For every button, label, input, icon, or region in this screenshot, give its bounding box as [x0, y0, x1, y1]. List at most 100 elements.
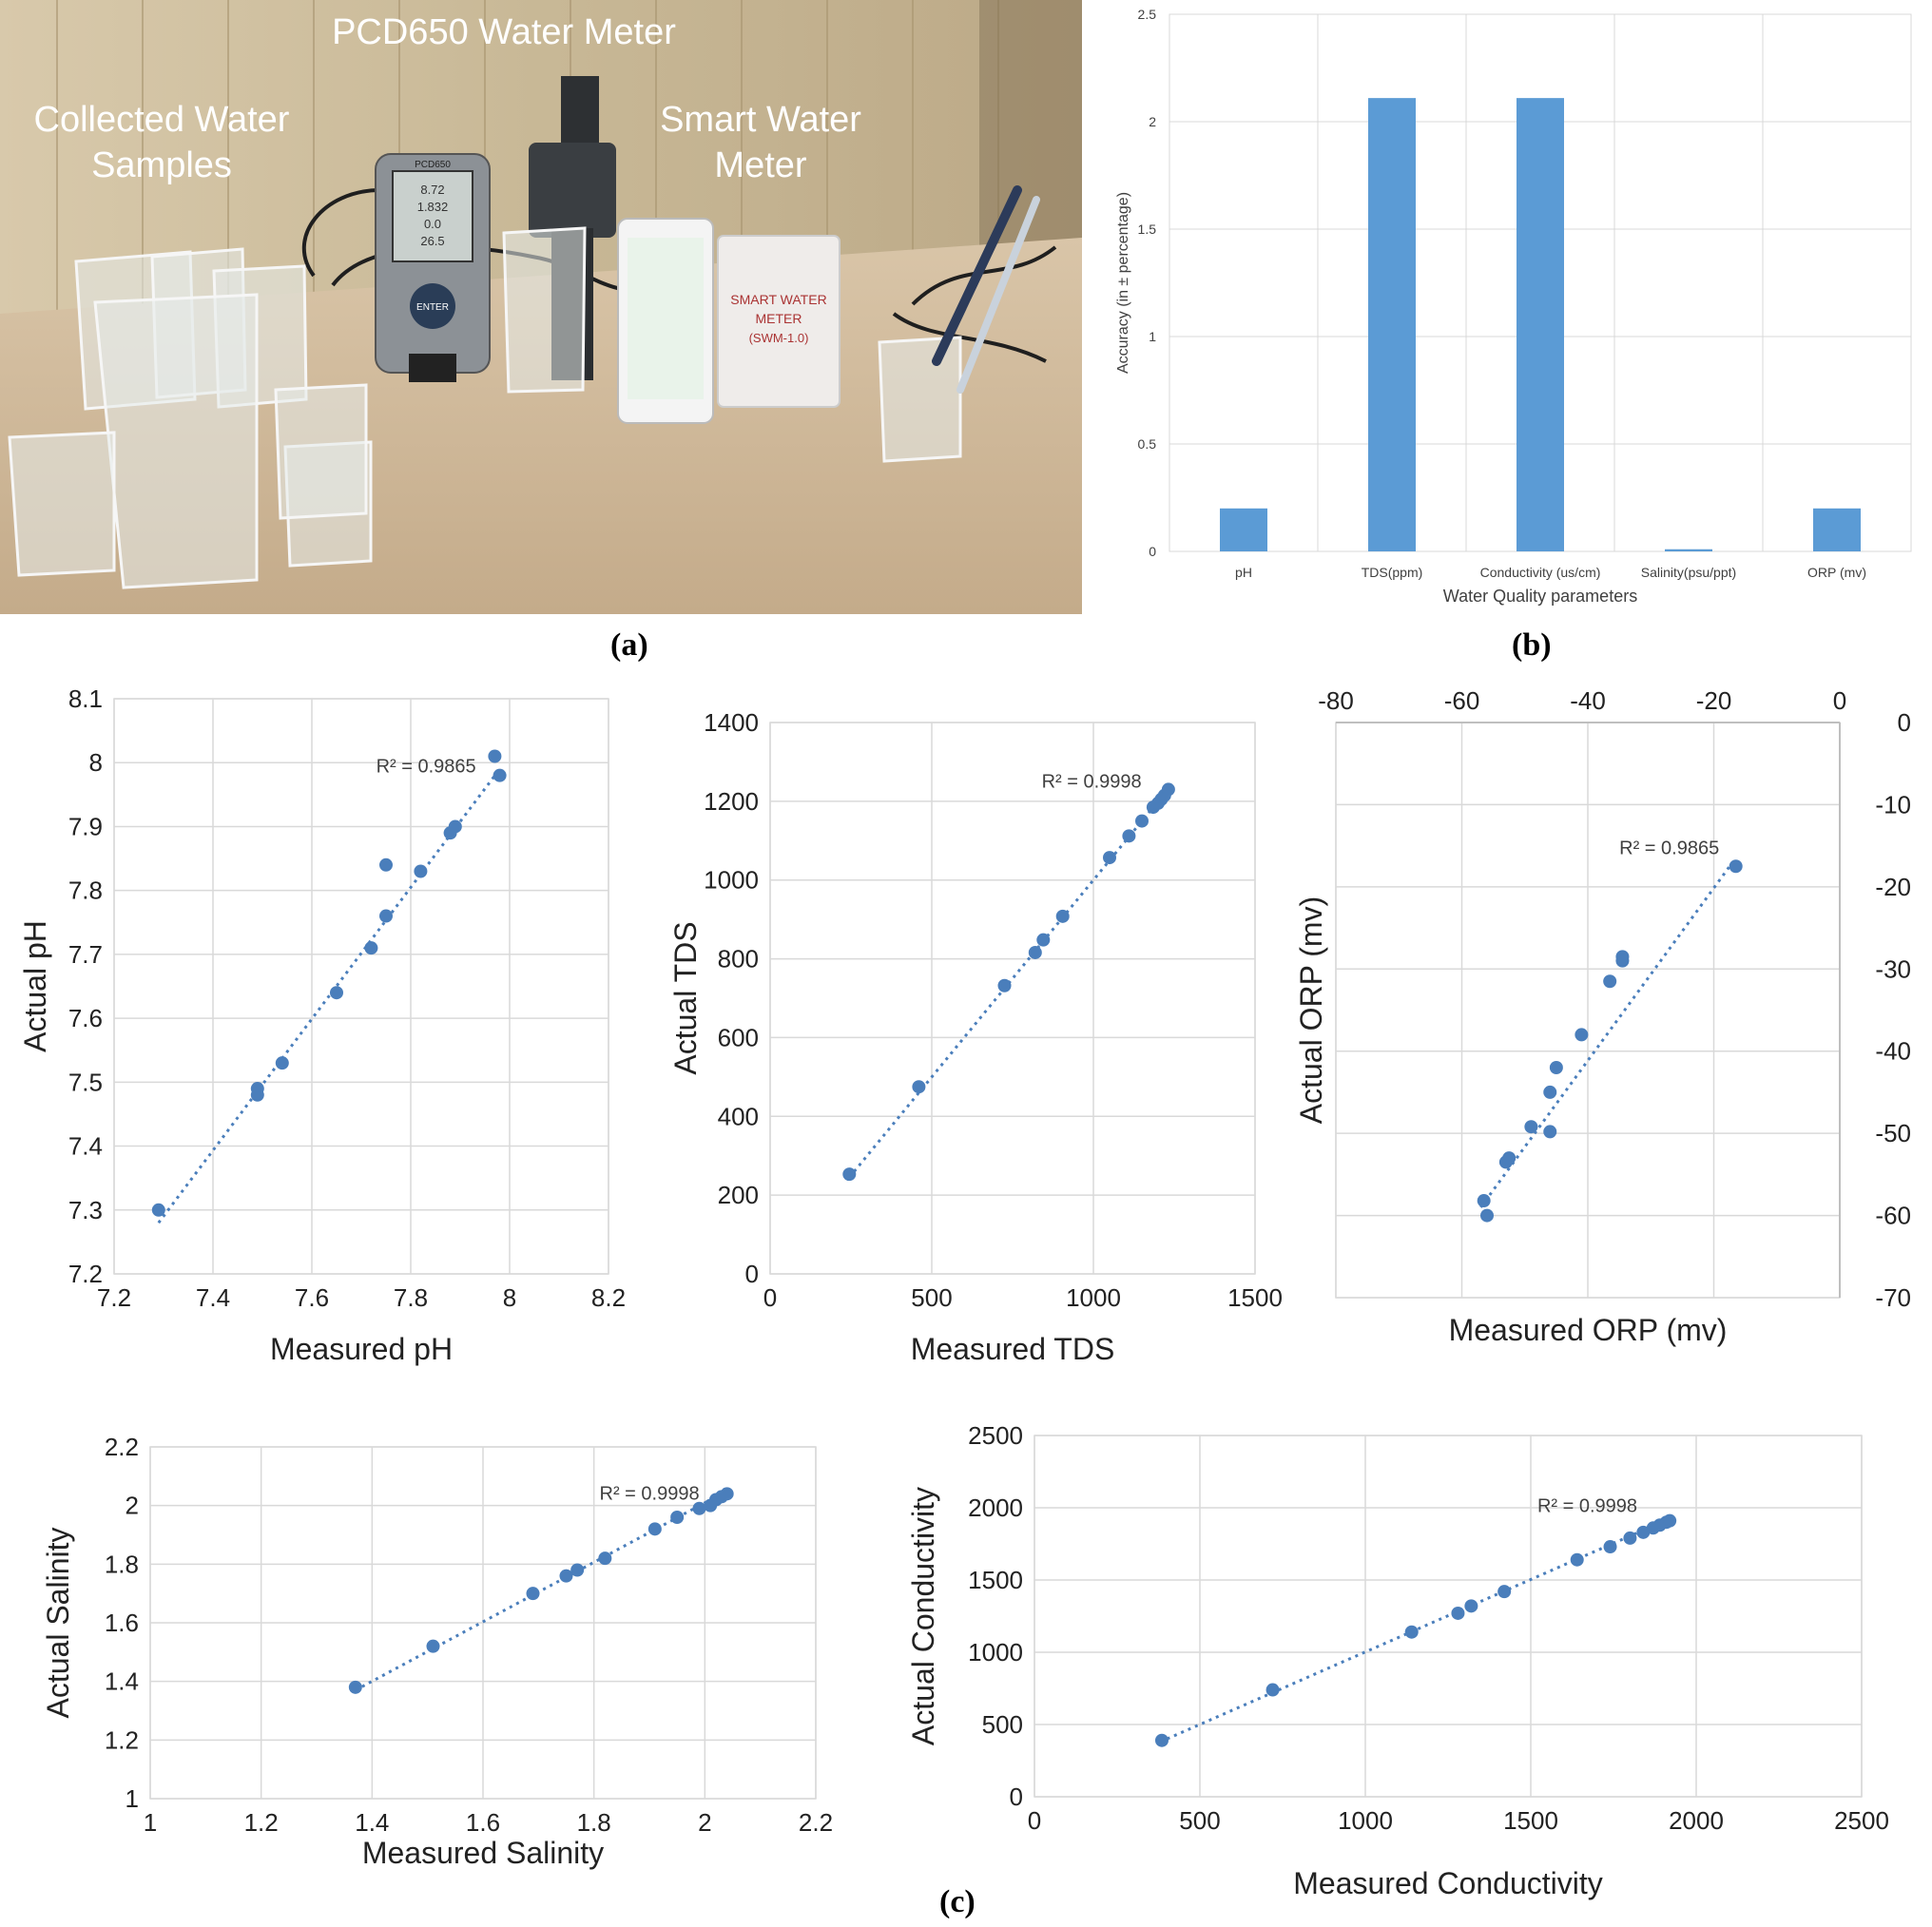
- y-tick-label: 7.8: [68, 877, 103, 905]
- enter-button-text: ENTER: [416, 302, 449, 313]
- bar: [1665, 549, 1712, 551]
- salinity-scatter-chart: 1 1.2 1.4 1.6 1.8 2 2.2 1 1.2 1.4 1.6 1.8 2 2.2 R² = 0…: [41, 1433, 833, 1870]
- y-tick-label: 1400: [704, 708, 759, 737]
- y-tick-label: -30: [1875, 954, 1911, 983]
- r-squared-annotation: R² = 0.9865: [377, 756, 476, 777]
- data-point: [275, 1056, 289, 1070]
- data-point: [692, 1501, 706, 1515]
- data-point: [1603, 1540, 1617, 1554]
- data-point: [1464, 1599, 1478, 1613]
- y-tick-label: 400: [718, 1102, 759, 1130]
- data-point: [1603, 974, 1617, 989]
- smartphone: [617, 218, 714, 424]
- x-tick-label: 0: [763, 1283, 777, 1312]
- r-squared-annotation: R² = 0.9998: [600, 1484, 700, 1505]
- y-tick-label: 0: [1010, 1782, 1023, 1811]
- panel-label-a: (a): [610, 627, 648, 663]
- data-point: [842, 1167, 857, 1182]
- data-point: [379, 858, 393, 872]
- trendline: [157, 768, 501, 1224]
- y-tick-label: 0: [745, 1260, 759, 1288]
- x-tick-label: 1500: [1227, 1283, 1283, 1312]
- y-tick-label: 2500: [968, 1421, 1023, 1450]
- x-axis-label: Water Quality parameters: [1443, 587, 1637, 606]
- y-tick-label: 1.5: [1138, 222, 1157, 237]
- y-tick-label: 600: [718, 1023, 759, 1051]
- data-point: [1122, 829, 1136, 843]
- data-point: [1036, 933, 1051, 947]
- pcd650-meter: PCD650 8.72 1.832 0.0 26.5 ENTER: [375, 153, 491, 382]
- y-tick-label: 1.8: [105, 1550, 139, 1578]
- y-axis-label: Actual Salinity: [41, 1528, 75, 1719]
- label-collected-line1: Collected Water: [34, 100, 290, 140]
- x-tick-label: 8: [503, 1283, 516, 1312]
- data-point: [151, 1203, 165, 1217]
- y-tick-label: 2000: [968, 1493, 1023, 1522]
- data-point: [526, 1587, 540, 1601]
- r-squared-annotation: R² = 0.9865: [1619, 838, 1719, 858]
- x-tick-label: 1.8: [577, 1808, 611, 1837]
- x-axis-label: Measured ORP (mv): [1449, 1313, 1728, 1347]
- data-point: [1570, 1552, 1584, 1567]
- y-tick-label: 1.6: [105, 1609, 139, 1637]
- y-tick-label: 1000: [704, 866, 759, 895]
- y-tick-label: 800: [718, 945, 759, 973]
- panel-label-b: (b): [1512, 627, 1552, 663]
- data-point: [559, 1569, 573, 1583]
- device-reading: 0.0: [424, 217, 441, 231]
- y-tick-label: 2: [126, 1492, 139, 1520]
- y-tick-label: -60: [1875, 1202, 1911, 1230]
- y-tick-label: 0: [1149, 544, 1156, 559]
- panel-label-c: (c): [939, 1884, 976, 1919]
- y-tick-label: 7.2: [68, 1260, 103, 1288]
- y-tick-label: -70: [1875, 1283, 1911, 1312]
- y-tick-label: 2.2: [105, 1433, 139, 1461]
- smart-water-meter-box: SMART WATER METER (SWM-1.0): [717, 235, 840, 408]
- x-tick-label: 500: [1179, 1806, 1220, 1835]
- plot-area: [769, 722, 1256, 1275]
- data-point: [1135, 814, 1149, 828]
- y-axis-label: Accuracy (in ± percentage): [1115, 192, 1131, 374]
- data-point: [1154, 1733, 1169, 1747]
- y-tick-label: -40: [1875, 1037, 1911, 1066]
- x-axis-label: Measured TDS: [911, 1332, 1115, 1366]
- x-axis-label: Measured Conductivity: [1293, 1866, 1602, 1900]
- x-tick-label: -20: [1696, 686, 1732, 715]
- data-point: [912, 1080, 926, 1094]
- y-tick-label: 1200: [704, 787, 759, 816]
- device-reading: 1.832: [417, 200, 449, 214]
- x-tick-label: 0: [1028, 1806, 1041, 1835]
- data-point: [1575, 1028, 1589, 1042]
- x-tick-label: -40: [1570, 686, 1606, 715]
- lab-photo-illustration: PCD650 8.72 1.832 0.0 26.5 ENTER: [0, 0, 1082, 614]
- orp-scatter-chart: -80 -60 -40 -20 0 0 -10 -20 -30 -40 -50 -60 -70 R² = …: [1294, 686, 1911, 1347]
- data-point: [330, 986, 343, 1000]
- x-tick-label: 1500: [1503, 1806, 1558, 1835]
- data-point: [1502, 1151, 1517, 1166]
- x-tick-label: 1000: [1338, 1806, 1393, 1835]
- box-text-line1: SMART WATER: [730, 292, 826, 307]
- data-point: [493, 768, 507, 782]
- data-point: [364, 941, 378, 955]
- y-tick-label: 1.2: [105, 1725, 139, 1754]
- x-tick-label: 500: [911, 1283, 952, 1312]
- x-tick-label: 7.4: [196, 1283, 230, 1312]
- data-point: [1161, 782, 1175, 797]
- x-tick-label: 0: [1833, 686, 1846, 715]
- data-point: [448, 819, 462, 834]
- x-tick-label: -60: [1444, 686, 1480, 715]
- x-tick-label: 2.2: [799, 1808, 833, 1837]
- x-tick-label: 8.2: [591, 1283, 626, 1312]
- y-tick-label: -20: [1875, 873, 1911, 901]
- data-point: [1477, 1194, 1491, 1208]
- x-tick-label: Salinity(psu/ppt): [1641, 565, 1736, 580]
- ph-scatter-chart: 7.2 7.4 7.6 7.8 8 8.2 7.2 7.3 7.4 7.5 7.6 7.7 7.8 7.9…: [18, 684, 626, 1366]
- r-squared-annotation: R² = 0.9998: [1042, 771, 1142, 792]
- y-tick-label: 2: [1149, 114, 1156, 129]
- data-point: [1265, 1683, 1280, 1697]
- y-tick-label: 8.1: [68, 684, 103, 713]
- y-tick-label: 7.4: [68, 1132, 103, 1161]
- x-tick-label: 7.6: [295, 1283, 329, 1312]
- y-axis-label: Actual pH: [18, 920, 52, 1052]
- data-point: [379, 909, 393, 923]
